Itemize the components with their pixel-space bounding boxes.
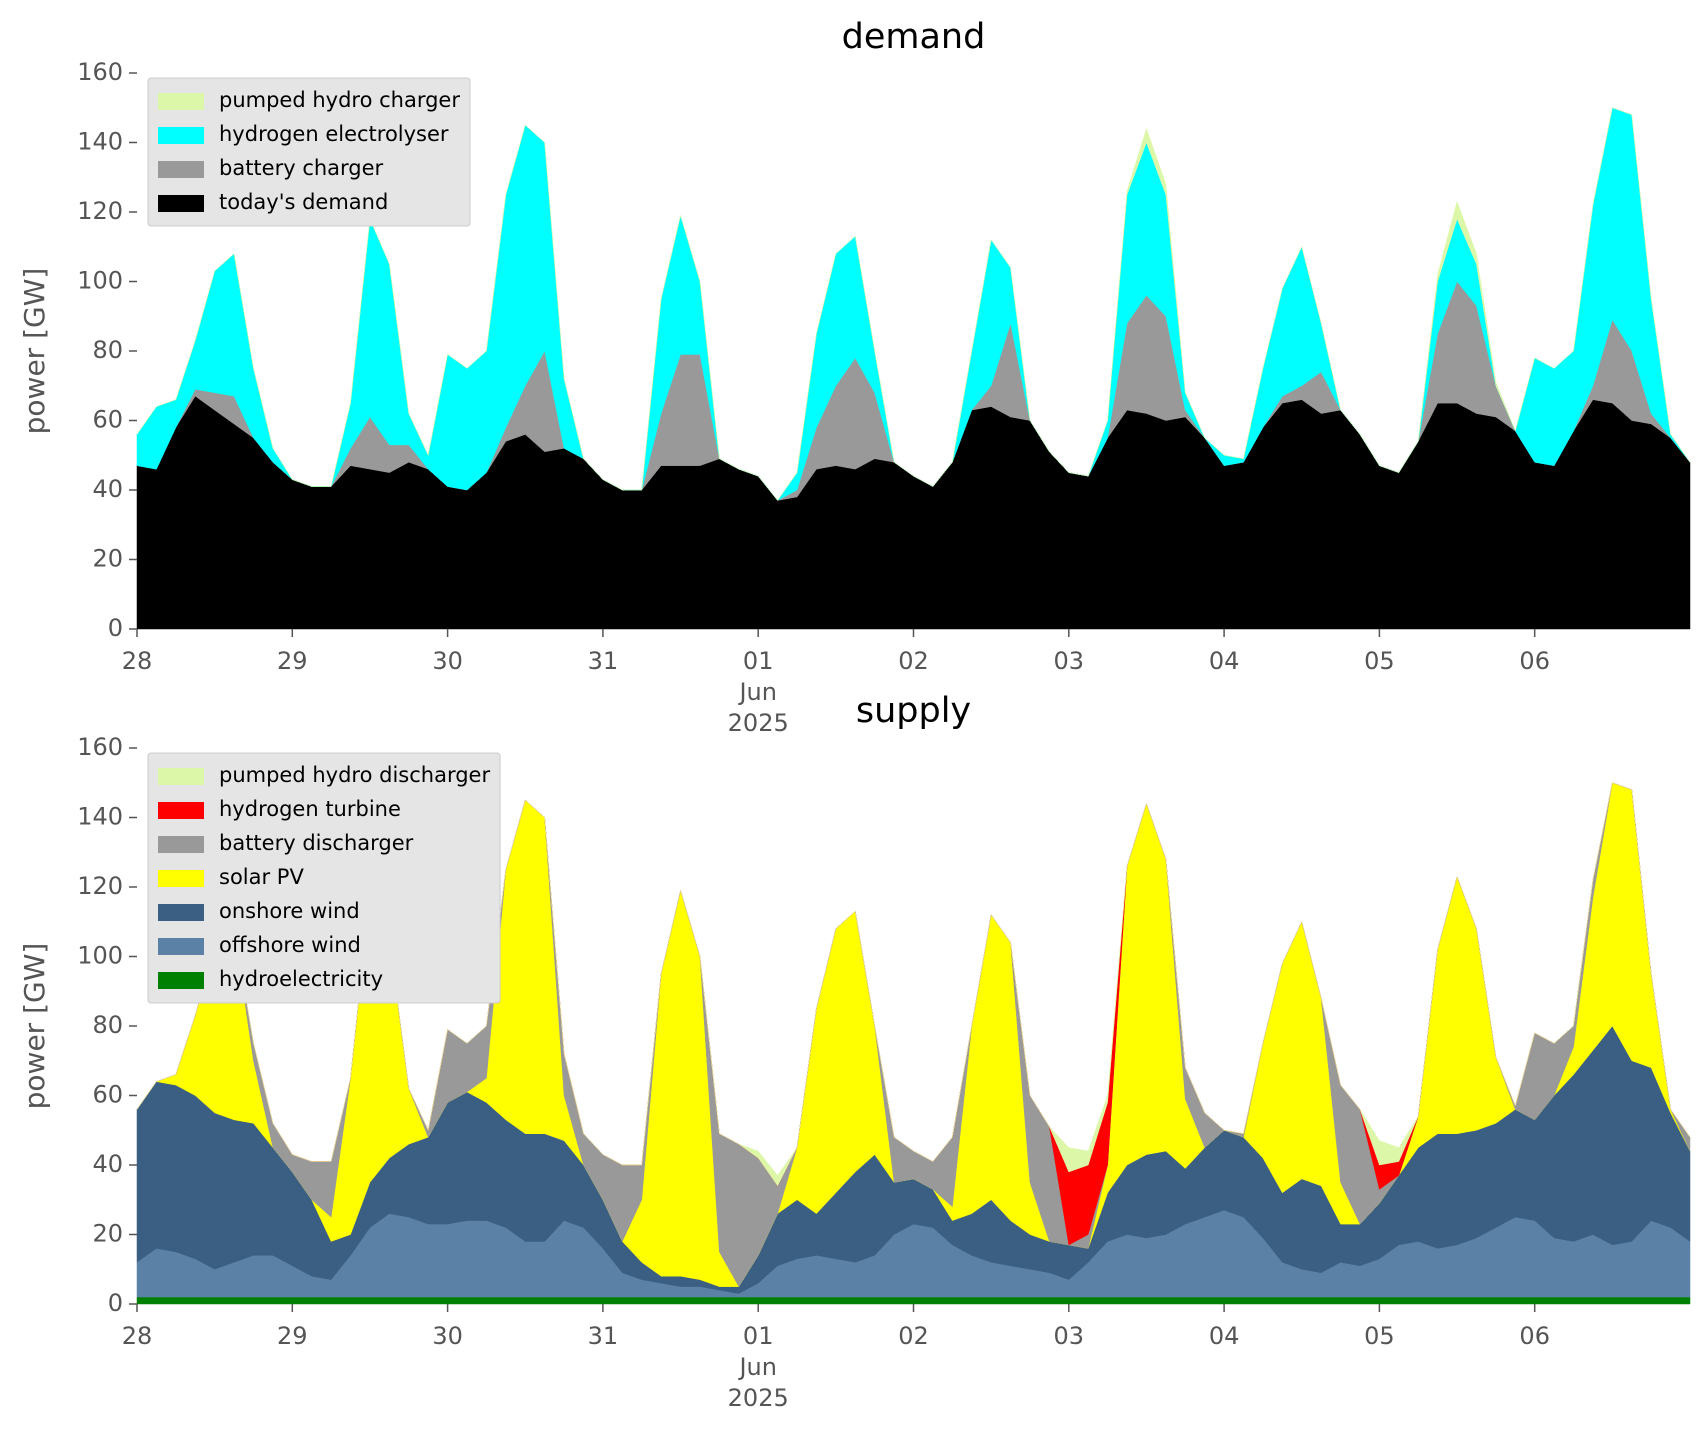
x-tick-sublabel: Jun: [737, 678, 777, 706]
x-tick-label: 06: [1519, 1322, 1550, 1350]
legend-label: hydrogen electrolyser: [219, 122, 449, 146]
x-tick-label: 29: [277, 1322, 308, 1350]
y-tick-label: 20: [92, 545, 123, 573]
y-tick-label: 100: [77, 267, 123, 295]
x-tick-label: 03: [1054, 1322, 1085, 1350]
y-tick-label: 0: [108, 614, 123, 642]
y-tick-label: 20: [92, 1220, 123, 1248]
y-tick-label: 40: [92, 1150, 123, 1178]
legend-swatch: [158, 768, 204, 785]
y-tick-label: 40: [92, 475, 123, 503]
legend-label: offshore wind: [219, 933, 361, 957]
y-tick-label: 120: [77, 197, 123, 225]
y-tick-label: 80: [92, 1011, 123, 1039]
x-tick-label: 01: [743, 1322, 774, 1350]
legend-swatch: [158, 972, 204, 989]
area: [136, 107, 1691, 501]
y-tick-label: 160: [77, 733, 123, 761]
y-tick-label: 140: [77, 128, 123, 156]
legend-label: pumped hydro discharger: [219, 763, 490, 787]
x-tick-label: 03: [1054, 647, 1085, 675]
x-tick-sublabel: Jun: [737, 1353, 777, 1381]
x-tick-label: 31: [588, 1322, 619, 1350]
legend-swatch: [158, 161, 204, 178]
x-tick-label: 04: [1209, 1322, 1240, 1350]
legend-swatch: [158, 195, 204, 212]
y-tick-label: 160: [77, 58, 123, 86]
y-axis-label: power [GW]: [18, 268, 51, 435]
x-tick-label: 02: [898, 647, 929, 675]
y-axis-label: power [GW]: [18, 943, 51, 1110]
area: [136, 782, 1691, 1187]
x-tick-label: 30: [432, 647, 463, 675]
legend-label: solar PV: [219, 865, 304, 889]
area: [136, 1296, 1691, 1305]
legend-swatch: [158, 870, 204, 887]
legend-label: today's demand: [219, 190, 388, 214]
legend-label: battery charger: [219, 156, 384, 180]
legend-swatch: [158, 904, 204, 921]
legend-swatch: [158, 127, 204, 144]
legend-label: battery discharger: [219, 831, 414, 855]
legend-label: pumped hydro charger: [219, 88, 460, 112]
legend-label: hydrogen turbine: [219, 797, 401, 821]
chart-title: demand: [842, 17, 986, 57]
x-tick-label: 02: [898, 1322, 929, 1350]
y-tick-label: 60: [92, 406, 123, 434]
x-tick-label: 30: [432, 1322, 463, 1350]
y-tick-label: 0: [108, 1289, 123, 1317]
y-tick-label: 140: [77, 803, 123, 831]
legend-box: [147, 77, 471, 227]
x-tick-label: 01: [743, 647, 774, 675]
y-tick-label: 120: [77, 872, 123, 900]
legend-box: [147, 752, 501, 1004]
y-tick-label: 80: [92, 336, 123, 364]
x-tick-sublabel: 2025: [728, 709, 789, 737]
legend-swatch: [158, 93, 204, 110]
x-tick-label: 28: [122, 647, 153, 675]
x-tick-label: 05: [1364, 647, 1395, 675]
x-tick-sublabel: 2025: [728, 1384, 789, 1412]
chart-title: supply: [856, 691, 971, 731]
x-tick-label: 29: [277, 647, 308, 675]
legend-swatch: [158, 802, 204, 819]
x-tick-label: 31: [588, 647, 619, 675]
x-tick-label: 28: [122, 1322, 153, 1350]
y-tick-label: 60: [92, 1081, 123, 1109]
legend-swatch: [158, 836, 204, 853]
x-tick-label: 06: [1519, 647, 1550, 675]
legend-label: onshore wind: [219, 899, 360, 923]
y-tick-label: 100: [77, 942, 123, 970]
x-tick-label: 04: [1209, 647, 1240, 675]
legend-swatch: [158, 938, 204, 955]
x-tick-label: 05: [1364, 1322, 1395, 1350]
legend-label: hydroelectricity: [219, 967, 383, 991]
